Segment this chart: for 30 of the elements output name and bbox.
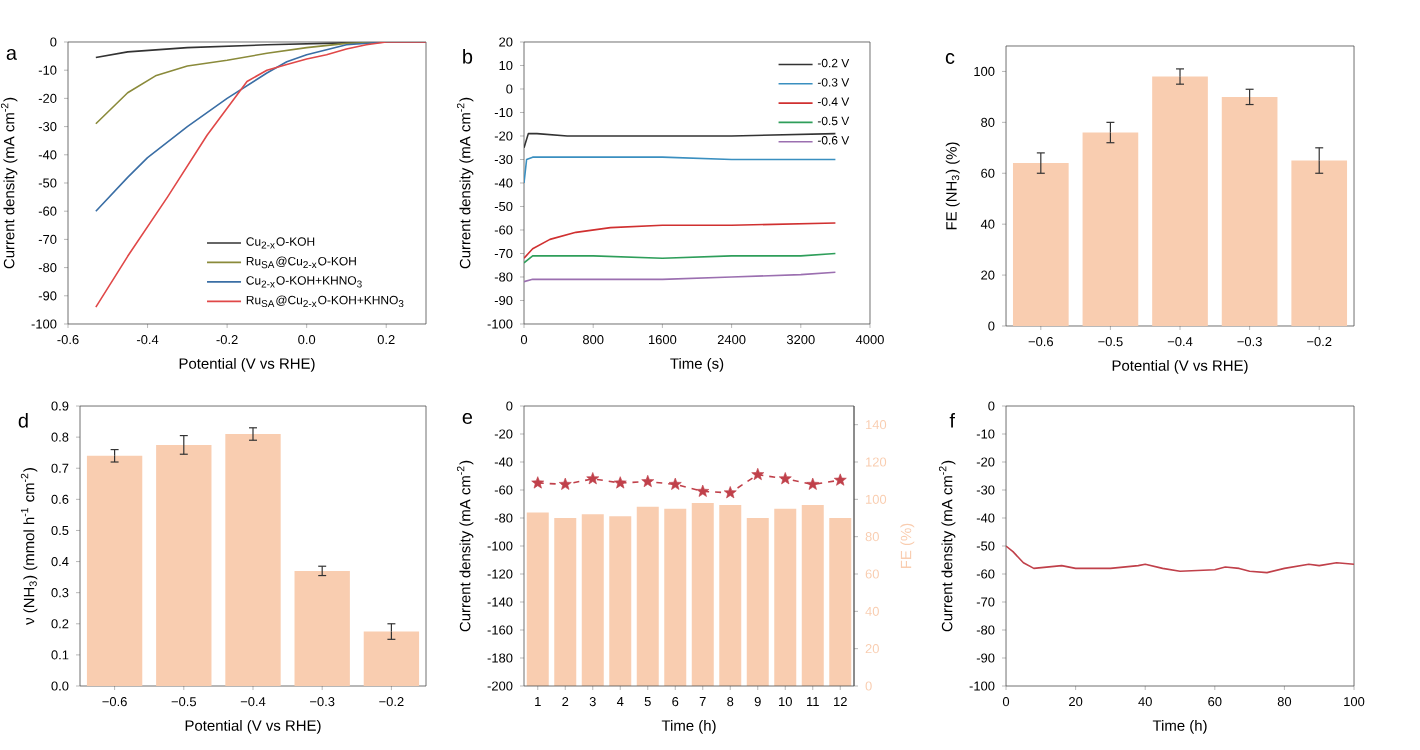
point [558,477,572,490]
point [723,486,737,499]
bar [363,631,420,686]
bar [1152,76,1208,326]
text: d [18,413,28,428]
text: a [6,49,17,60]
point [806,477,820,490]
point [833,473,847,486]
bar [225,434,281,686]
point [696,484,710,497]
bar [1012,163,1069,326]
bar [1291,160,1348,326]
line-series [95,41,426,308]
point [586,472,600,485]
point [751,467,765,481]
point [531,476,545,489]
bar [294,570,350,686]
bar [1221,96,1278,326]
point [778,472,792,485]
text: b [463,49,473,64]
bar [1082,132,1139,326]
point [613,476,627,489]
point [641,474,655,488]
bar [156,444,212,686]
bar [86,455,143,686]
text: e [462,413,473,424]
point [668,477,682,490]
text: f [949,413,955,428]
line-series [524,222,837,259]
text: c [945,53,955,64]
